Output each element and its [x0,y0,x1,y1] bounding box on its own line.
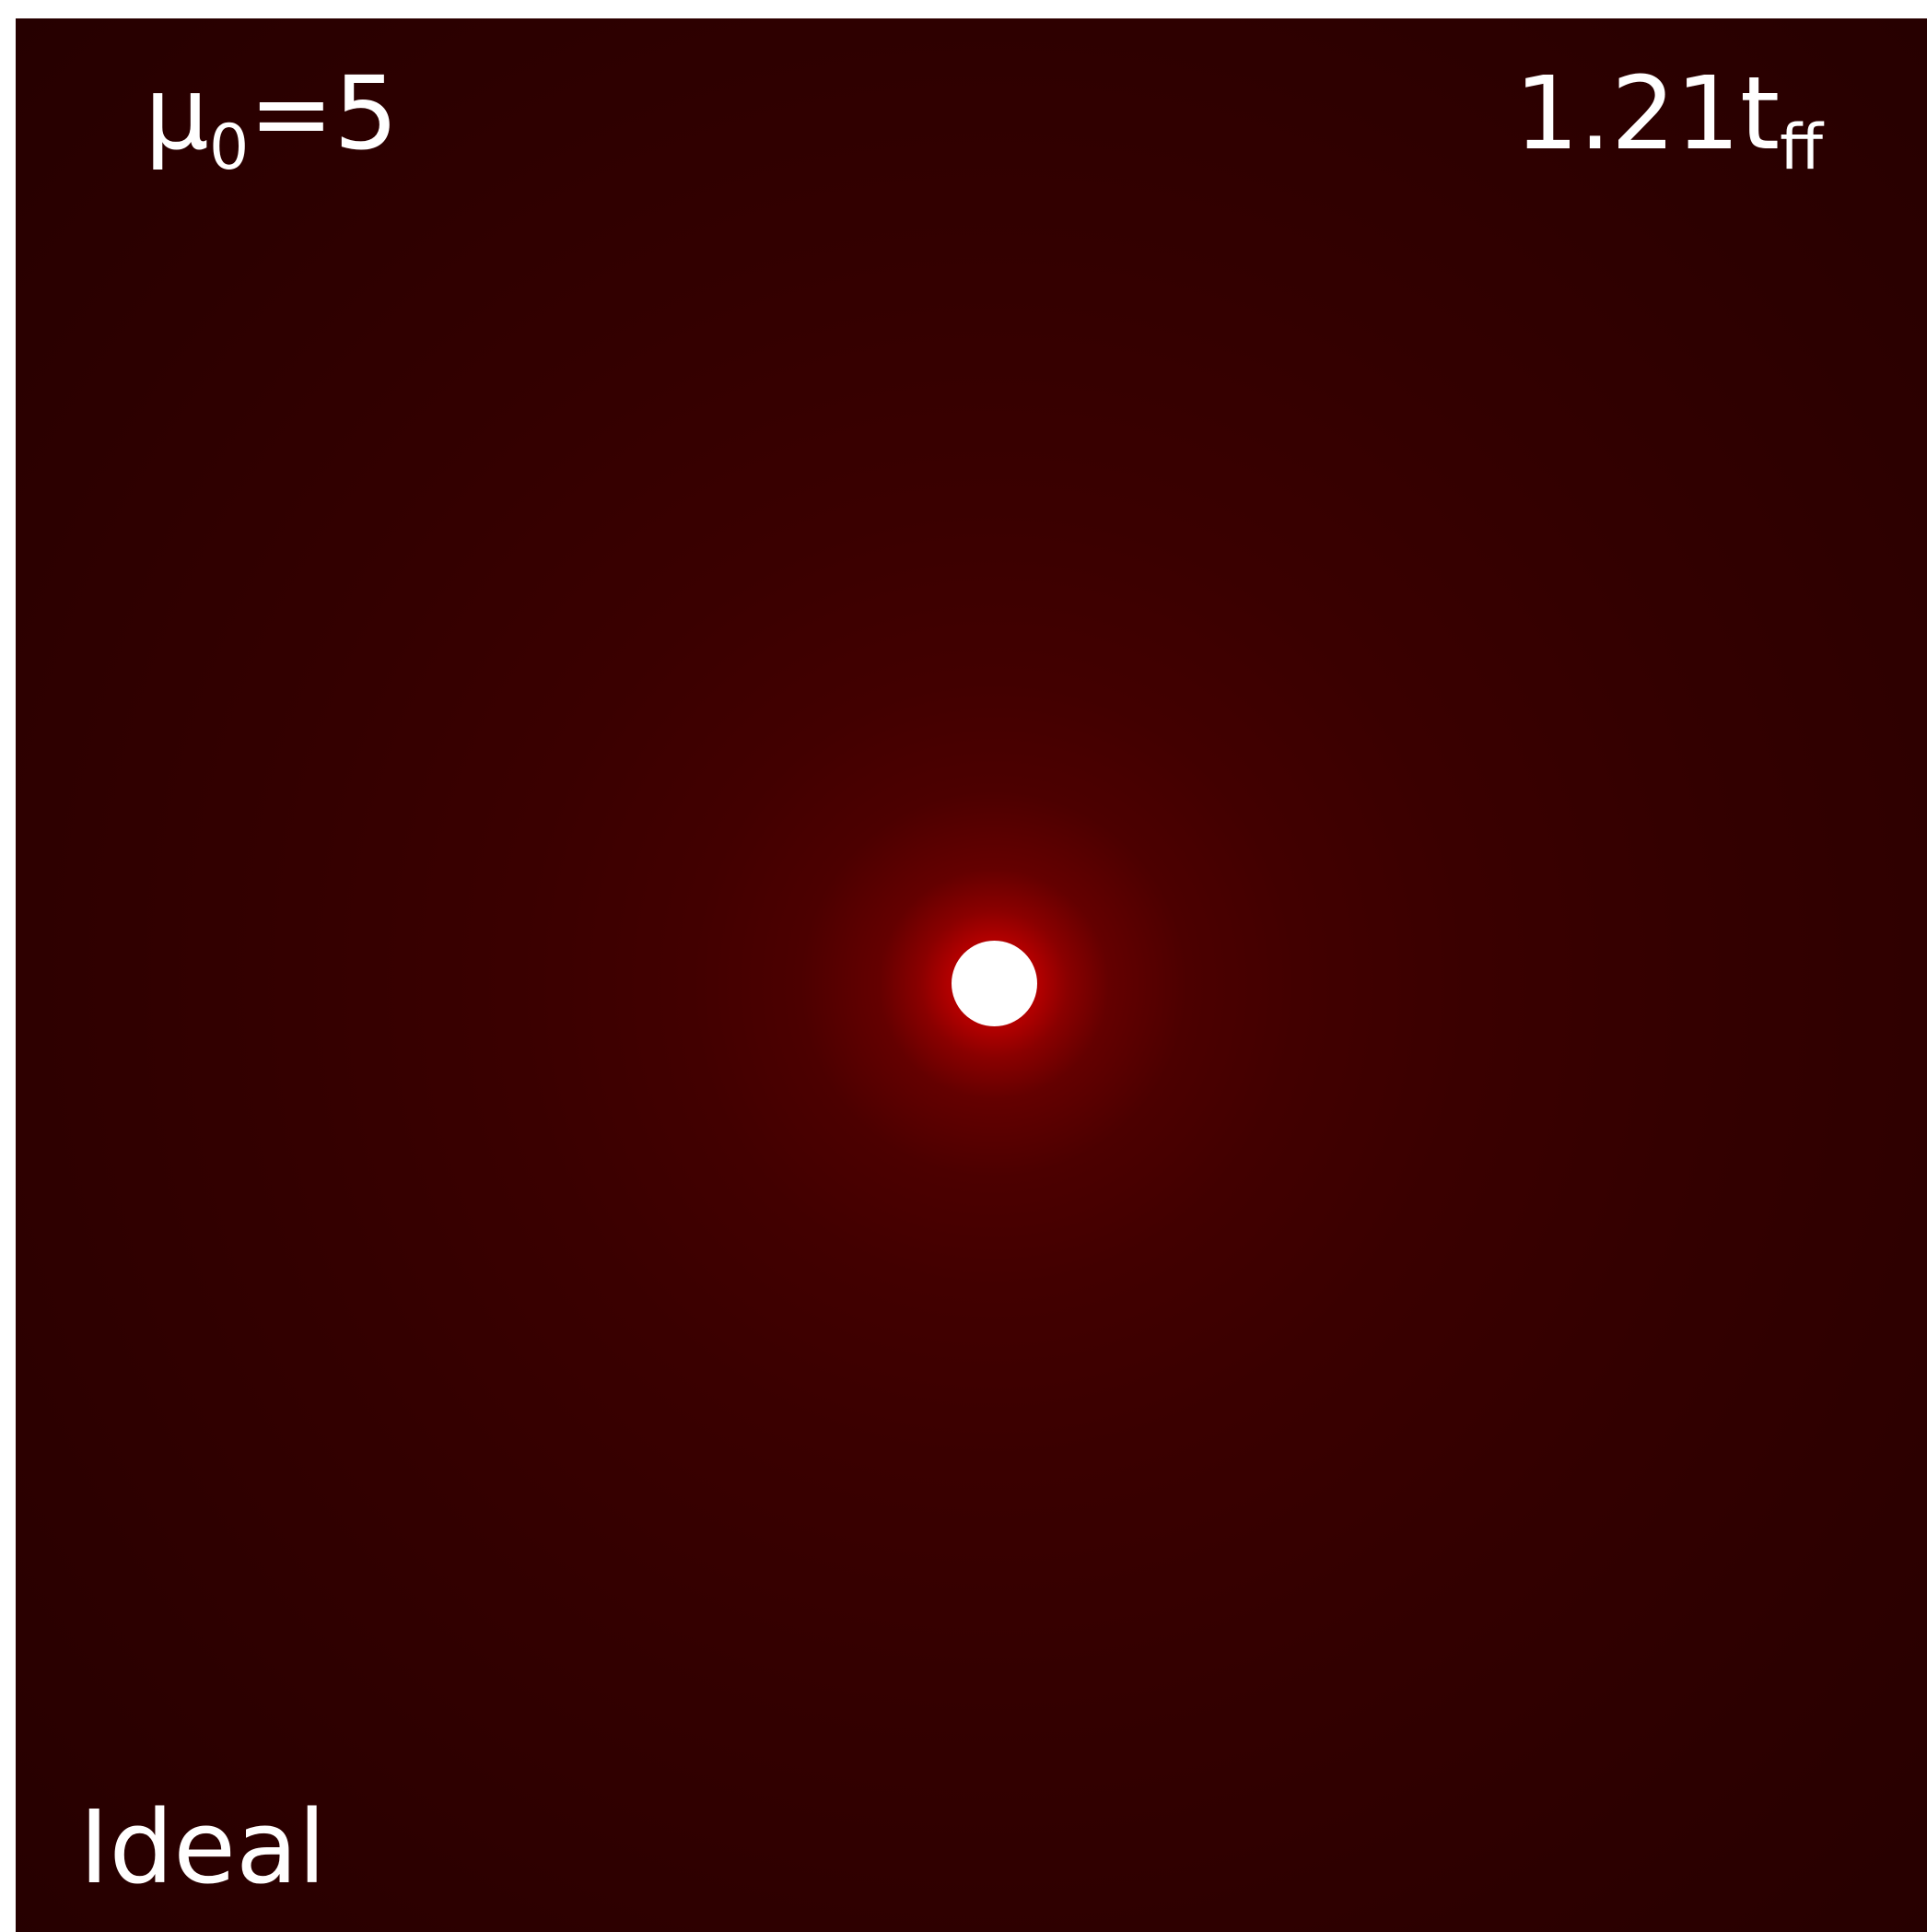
time-value: 1.21t [1514,54,1781,172]
simulation-panel: μ0=5 1.21tff Ideal [16,18,1927,1932]
parameter-value: =5 [249,54,399,172]
model-label: Ideal [79,1788,326,1906]
parameter-subscript: 0 [209,111,250,184]
time-subscript: ff [1780,111,1823,184]
parameter-symbol: μ [145,54,209,172]
parameter-label: μ0=5 [145,63,398,180]
sink-particle [952,941,1037,1026]
time-label: 1.21tff [1514,63,1823,180]
